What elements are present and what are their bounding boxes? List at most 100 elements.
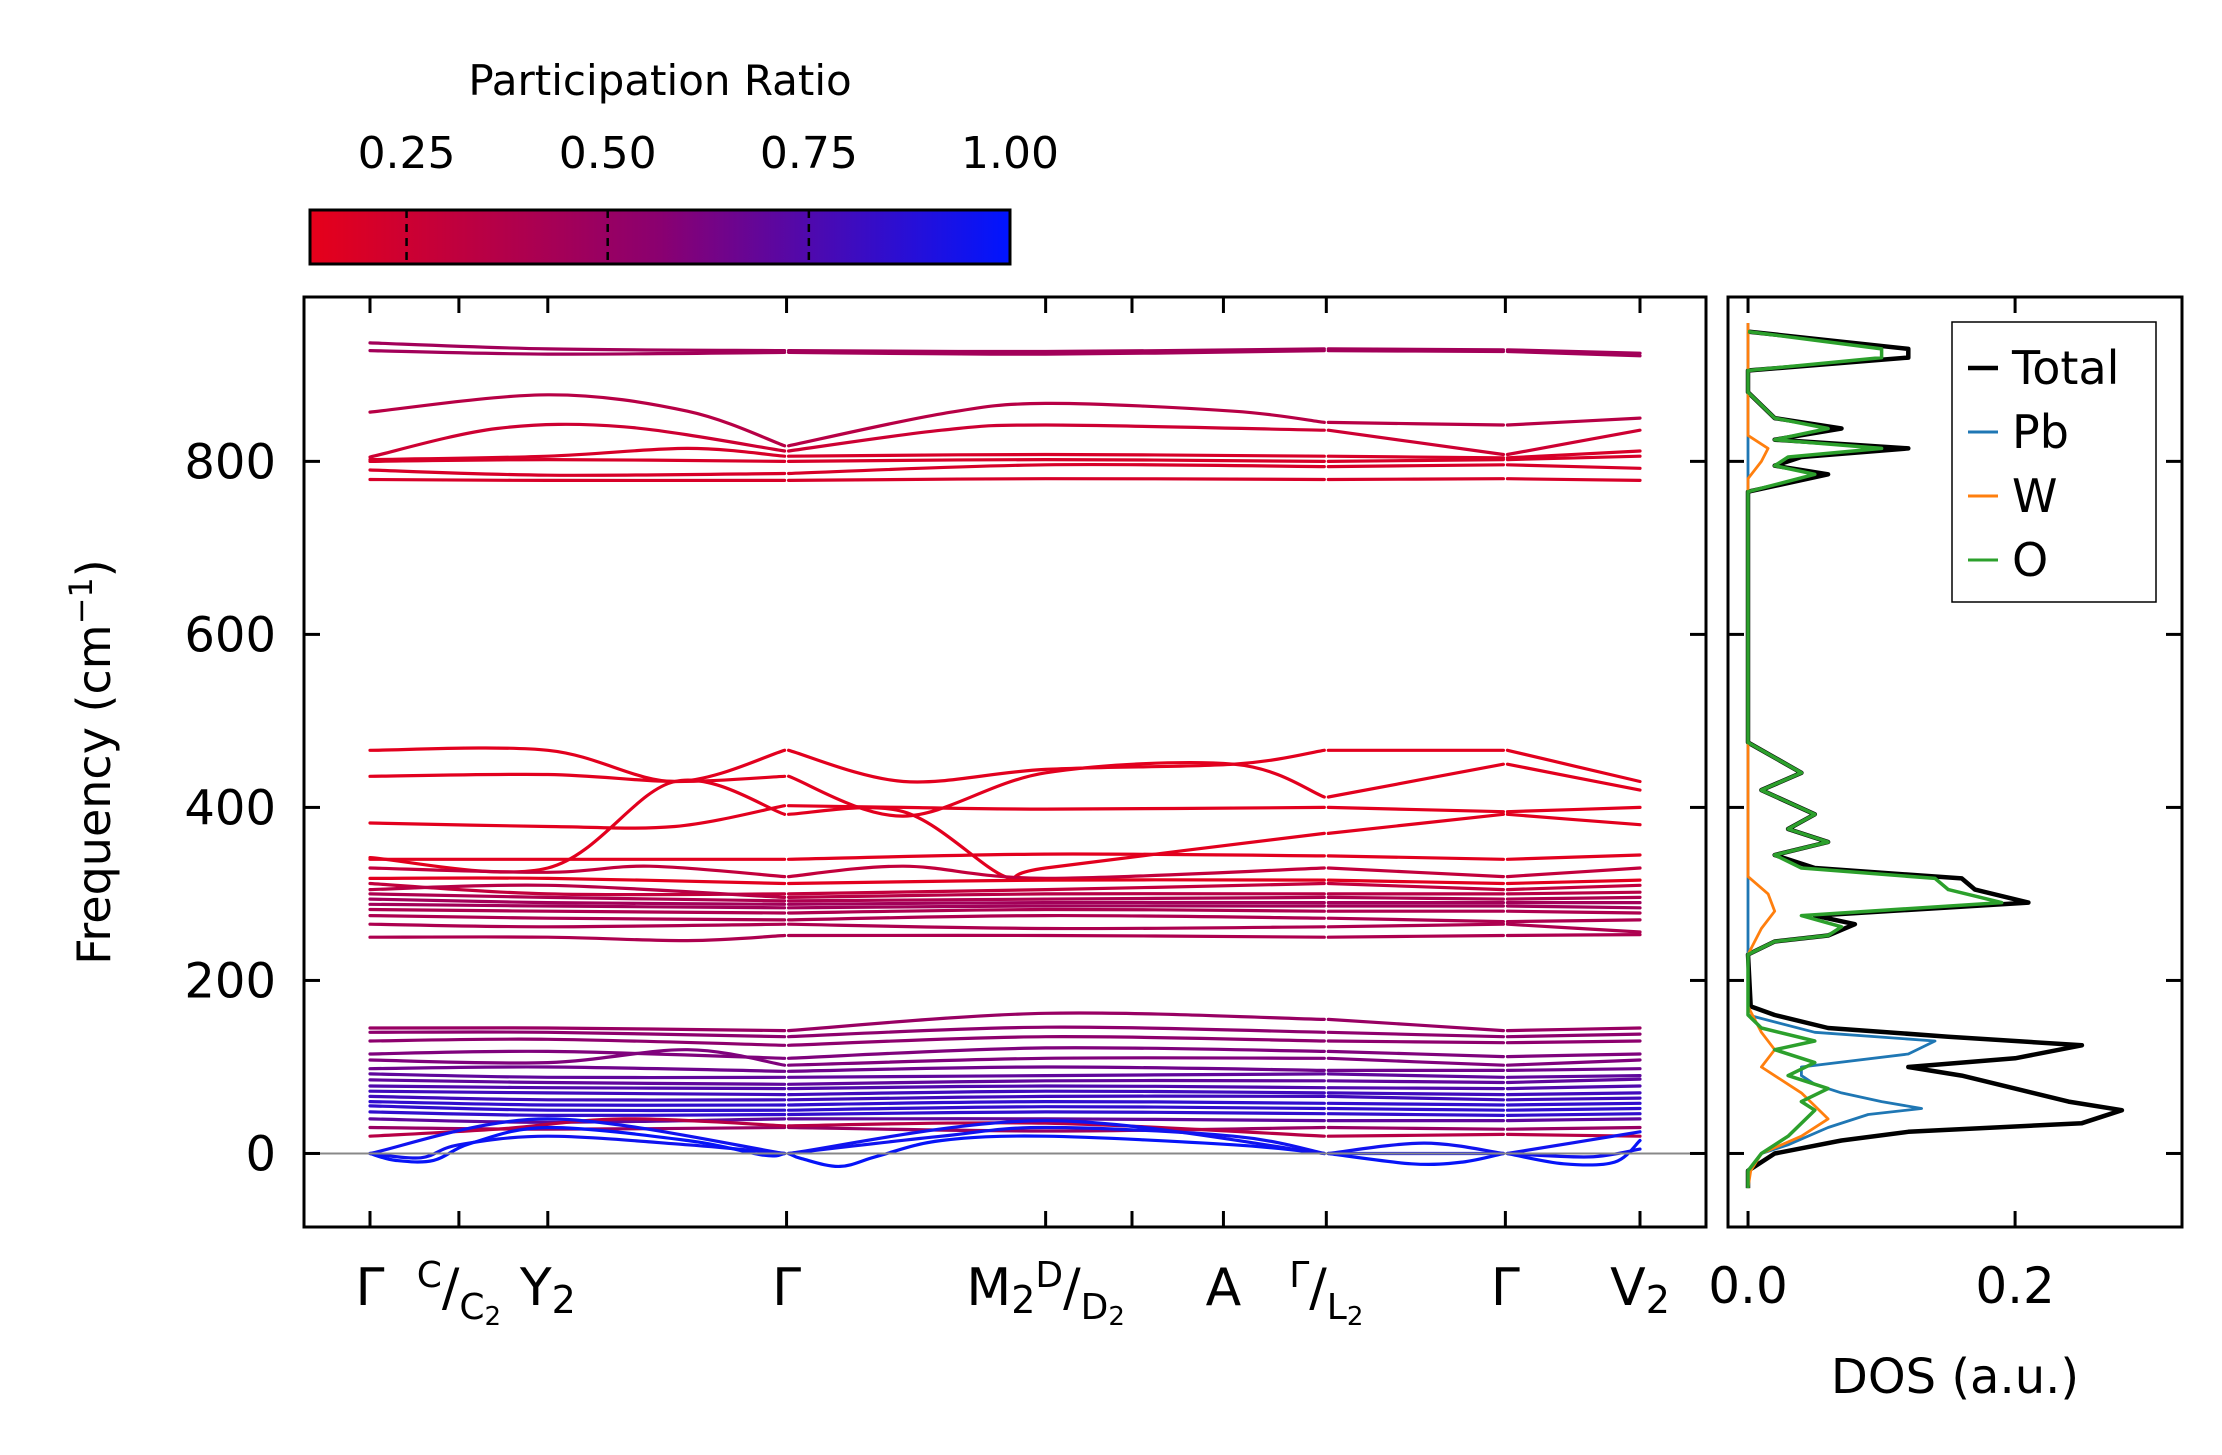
colorbar: Participation Ratio 0.25 0.50 0.75 1.00 (308, 56, 1059, 266)
phonon-band (787, 349, 1326, 356)
phonon-band (1326, 477, 1505, 482)
phonon-band (1505, 1106, 1642, 1112)
phonon-band (1505, 883, 1642, 892)
phonon-band (1326, 1086, 1505, 1091)
phonon-band (1326, 878, 1505, 886)
y-tick-label: 200 (184, 953, 276, 1009)
phonon-band (787, 1072, 1326, 1079)
phonon-band (787, 904, 1326, 910)
phonon-band (1505, 918, 1642, 924)
phonon-band (1505, 1058, 1642, 1067)
legend-label: Total (2011, 341, 2119, 395)
dos-x-tick-label: 0.0 (1708, 1257, 1788, 1315)
phonon-band (368, 1030, 787, 1039)
phonon-band (1326, 458, 1505, 463)
phonon-band (787, 1121, 1326, 1138)
phonon-band (368, 883, 787, 899)
y-tick-label: 0 (245, 1126, 276, 1182)
phonon-band (1505, 1084, 1642, 1091)
phonon-band (1505, 1130, 1642, 1156)
phonon-band (368, 1072, 787, 1080)
phonon-band (1326, 812, 1505, 835)
phonon-band (1326, 1112, 1505, 1117)
phonon-band (1326, 881, 1505, 892)
phonon-band (787, 881, 1326, 896)
colorbar-tick-label: 0.25 (358, 128, 456, 179)
x-axis-label-dos: DOS (a.u.) (1831, 1349, 2079, 1405)
y-tick-label: 400 (184, 780, 276, 836)
phonon-band (1505, 890, 1642, 896)
phonon-band (368, 778, 787, 874)
phonon-band (368, 1117, 787, 1124)
phonon-band (1326, 1079, 1505, 1085)
phonon-band (1326, 428, 1505, 457)
phonon-band (1505, 904, 1642, 910)
phonon-band (368, 468, 787, 477)
phonon-band (368, 1084, 787, 1091)
phonon-band (787, 462, 1326, 476)
y-axis-label: Frequency (cm−1) (62, 559, 121, 964)
phonon-band (787, 1056, 1326, 1067)
phonon-band (1505, 349, 1642, 358)
phonon-band (368, 804, 787, 830)
phonon-band (368, 446, 787, 462)
phonon-band (787, 895, 1326, 903)
phonon-band (368, 1134, 787, 1160)
dos-x-tick-label: 0.2 (1975, 1257, 2055, 1315)
phonon-band (787, 1065, 1326, 1073)
phonon-band (1505, 909, 1642, 915)
dos-ticks: 0.0 0.2 (1708, 297, 2182, 1315)
phonon-band (1505, 933, 1642, 938)
phonon-band (1505, 1112, 1642, 1117)
phonon-band (1326, 1094, 1505, 1102)
phonon-band (1505, 477, 1642, 482)
phonon-band (1505, 922, 1642, 934)
phonon-band (1326, 895, 1505, 901)
phonon-band (787, 423, 1326, 453)
phonon-band (1505, 449, 1642, 460)
kpoint-label: M2D/D2 (966, 1255, 1125, 1332)
phonon-band (368, 1104, 787, 1113)
band-y-ticks: 0 200 400 600 800 (184, 434, 1706, 1182)
phonon-band (787, 1118, 1326, 1156)
phonon-band (1326, 1017, 1505, 1033)
phonon-band (1505, 1125, 1642, 1131)
phonon-band (1505, 1077, 1642, 1085)
phonon-band (368, 422, 787, 459)
phonon-band (787, 401, 1326, 448)
phonon-band (1505, 805, 1642, 814)
phonon-band (368, 914, 787, 922)
phonon-band (368, 1100, 787, 1107)
phonon-band (368, 477, 787, 483)
phonon-band (1505, 1039, 1642, 1045)
phonon-band (1505, 428, 1642, 457)
phonon-band (787, 457, 1326, 463)
phonon-band (787, 347, 1326, 354)
phonon-band (1326, 1030, 1505, 1039)
phonon-band (1505, 748, 1642, 784)
phonon-band (1326, 1132, 1505, 1138)
phonon-band (1505, 853, 1642, 861)
phonon-band (1505, 1074, 1642, 1079)
phonon-band (1326, 454, 1505, 460)
phonon-band (368, 897, 787, 906)
phonon-band (368, 772, 787, 784)
phonon-band (787, 864, 1326, 881)
colorbar-gradient (308, 208, 1012, 266)
phonon-band (368, 1037, 787, 1047)
phonon-band (1326, 805, 1505, 814)
phonon-band (1326, 347, 1505, 352)
colorbar-tick-label: 0.50 (559, 128, 657, 179)
phonon-band (368, 1026, 787, 1033)
phonon-band (1505, 1117, 1642, 1123)
y-tick-label: 800 (184, 434, 276, 490)
phonon-band (1505, 1132, 1642, 1138)
phonon-band (1326, 866, 1505, 879)
phonon-band (787, 922, 1326, 931)
phonon-band (1505, 1032, 1642, 1039)
phonon-band (1326, 1106, 1505, 1112)
phonon-band (368, 1117, 787, 1156)
band-structure-panel: 0 200 400 600 800 Γ C/C2 Y2 Γ M2D/D2 A Γ/L2 Γ V2 Fre… (62, 295, 1708, 1332)
phonon-band (787, 1078, 1326, 1086)
